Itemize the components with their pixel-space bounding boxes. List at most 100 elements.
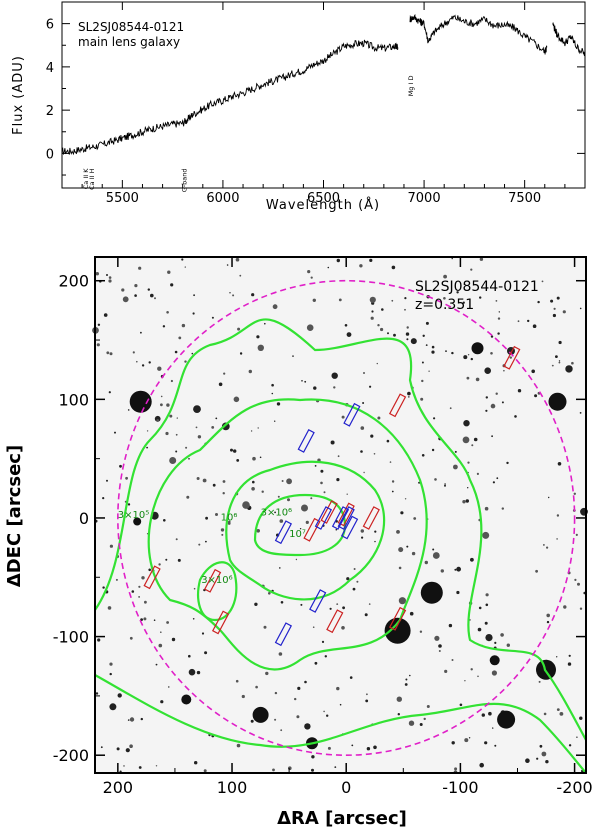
sky-source [129,717,135,722]
sky-source [196,670,201,675]
sky-source [301,504,308,512]
bright-star [181,694,192,705]
blue-slit [309,589,327,613]
sky-source [230,448,233,452]
sky-source [444,669,448,674]
sky-source [251,487,255,491]
spectrum-y-tick-label: 0 [46,147,54,162]
sky-source [95,692,99,695]
sky-source [198,543,201,546]
sky-source [215,417,218,420]
sky-source [454,568,457,571]
sky-source [274,511,276,514]
sky-source [232,294,235,297]
sky-source [177,558,181,562]
sky-source [295,558,298,561]
sky-source [451,659,454,661]
sky-source [304,380,307,383]
sky-source [197,435,202,439]
sky-source [404,308,406,311]
sky-source [407,396,410,398]
sky-source [369,258,373,262]
sky-source [363,372,365,374]
sky-source [95,272,100,276]
sky-source [276,402,281,406]
map-x-tick-label: -200 [556,778,592,797]
sky-source [500,633,504,637]
sky-source [431,345,435,349]
sky-source [356,580,359,583]
sky-source [398,566,402,570]
sky-source [377,416,381,420]
sky-source [484,741,488,745]
sky-source [492,481,495,484]
sky-source [563,605,567,609]
sky-source [404,683,408,686]
sky-source [470,557,474,562]
sky-source [490,335,494,338]
sky-source [202,478,207,483]
sky-source [380,327,384,332]
spectral-line-label: Ca II H [88,168,96,189]
sky-source [481,713,485,717]
sky-source [125,748,130,753]
sky-source [103,313,108,317]
sky-source [541,280,544,283]
sky-source [107,606,112,610]
sky-source [396,530,400,534]
sky-source [527,319,530,323]
sky-source [532,324,537,329]
sky-source [272,768,275,772]
sky-source [422,334,425,337]
sky-source [495,392,498,395]
sky-source [294,697,297,701]
sky-source [509,356,512,359]
sky-source [116,747,120,751]
sky-source [192,312,195,315]
sky-source [494,641,497,645]
sky-source [558,360,561,362]
sky-source [491,435,493,438]
sky-source [192,618,195,620]
map-ticks: 200 100 0 -100 -200 200 100 0 -100 -200 [53,257,593,797]
sky-source [119,464,122,468]
sky-source [431,448,435,452]
sky-source [314,661,318,665]
sky-source [324,655,327,658]
sky-source [155,663,158,666]
map-y-tick-label: 100 [58,390,89,409]
sky-source [300,603,303,606]
sky-source [320,481,323,485]
sky-source [108,276,112,279]
sky-source [222,492,225,495]
contour-label: 10⁷ [289,529,306,540]
spectrum-x-tick-label: 5500 [106,191,139,206]
sky-source [194,761,198,765]
sky-source [366,747,371,751]
sky-source [548,496,550,499]
sky-source [445,350,447,352]
sky-source [134,294,137,297]
sky-source [579,716,583,720]
sky-source [444,483,446,485]
sky-source [131,590,135,593]
sky-source [501,401,504,404]
sky-source [329,607,332,610]
sky-source [271,383,274,387]
sky-source [459,703,463,707]
map-x-tick-label: -100 [442,778,478,797]
sky-source [150,293,154,298]
sky-source [448,623,453,628]
sky-source [432,552,440,559]
sky-source [330,440,335,445]
sky-source [425,344,428,346]
sky-source [114,431,116,434]
sky-source [254,602,258,606]
sky-source [310,276,313,279]
sky-source [440,569,444,573]
bright-star [489,655,500,666]
sky-source [100,746,103,749]
sky-source [545,760,549,764]
sky-source [336,686,340,691]
sky-source [257,427,259,429]
